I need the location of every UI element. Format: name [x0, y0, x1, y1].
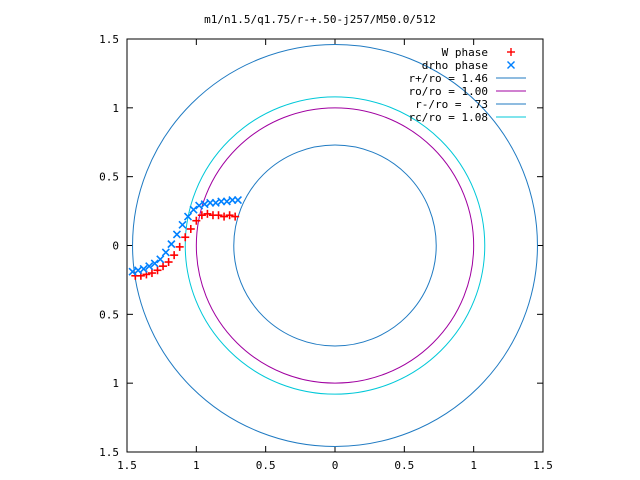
circle-r-ro-1-46 — [132, 44, 538, 447]
w-phase-point — [147, 269, 156, 278]
drho-phase-point — [139, 264, 148, 273]
chart-title: m1/n1.5/q1.75/r-+.50-j257/M50.0/512 — [204, 13, 436, 26]
legend-label: r-/ro = .73 — [415, 98, 488, 111]
y-tick-label: 0.5 — [99, 171, 119, 184]
drho-phase-point — [156, 255, 165, 264]
w-phase-point — [186, 224, 195, 233]
w-phase-point — [225, 211, 234, 220]
axis-ticks: 1.5 1 0.5 0 0.5 1 1.51.510.500.511.5 — [99, 33, 553, 472]
y-tick-label: 0.5 — [99, 308, 119, 321]
y-tick-label: 1.5 — [99, 446, 119, 459]
w-phase-point — [159, 262, 168, 271]
w-phase-point — [203, 209, 212, 218]
legend-marker — [507, 61, 515, 69]
w-phase-point — [164, 258, 173, 267]
legend-label: r+/ro = 1.46 — [409, 72, 488, 85]
w-phase-point — [170, 251, 179, 260]
w-phase-point — [181, 233, 190, 242]
drho-phase-point — [233, 196, 242, 205]
w-phase-point — [197, 211, 206, 220]
drho-phase-point — [183, 212, 193, 221]
w-phase-point — [153, 266, 162, 275]
drho-phase-point — [145, 262, 154, 271]
legend-label: ro/ro = 1.00 — [409, 85, 488, 98]
legend-label: drho phase — [422, 59, 488, 72]
y-tick-label: 0 — [112, 240, 119, 253]
drho-phase-point — [178, 220, 187, 229]
w-phase-point — [192, 216, 201, 225]
drho-phase-point — [189, 205, 198, 214]
drho-phase-point — [161, 248, 170, 257]
reference-circles — [132, 44, 538, 447]
drho-phase-point — [150, 259, 159, 268]
x-tick-label: 0.5 — [256, 459, 276, 472]
x-tick-label: 0 — [332, 459, 339, 472]
drho-phase-point — [167, 240, 176, 249]
legend-label: rc/ro = 1.08 — [409, 111, 488, 124]
w-phase-point — [214, 211, 223, 220]
phase-points — [128, 196, 242, 280]
y-tick-label: 1 — [112, 377, 119, 390]
circle-ro-ro-1-00 — [195, 107, 475, 384]
circle-r-ro-73 — [233, 144, 437, 347]
x-tick-label: 0.5 — [394, 459, 414, 472]
x-tick-label: 1.5 — [533, 459, 553, 472]
w-phase-point — [220, 212, 229, 221]
y-tick-label: 1 — [112, 102, 119, 115]
w-phase-point — [175, 242, 184, 251]
x-tick-label: 1 — [193, 459, 200, 472]
y-tick-label: 1.5 — [99, 33, 119, 46]
circle-rc-ro-1-08 — [184, 96, 486, 395]
legend-label: W phase — [442, 46, 488, 59]
drho-phase-point — [172, 230, 181, 239]
w-phase-point — [231, 212, 240, 221]
x-tick-label: 1 — [470, 459, 477, 472]
x-tick-label: 1.5 — [117, 459, 137, 472]
